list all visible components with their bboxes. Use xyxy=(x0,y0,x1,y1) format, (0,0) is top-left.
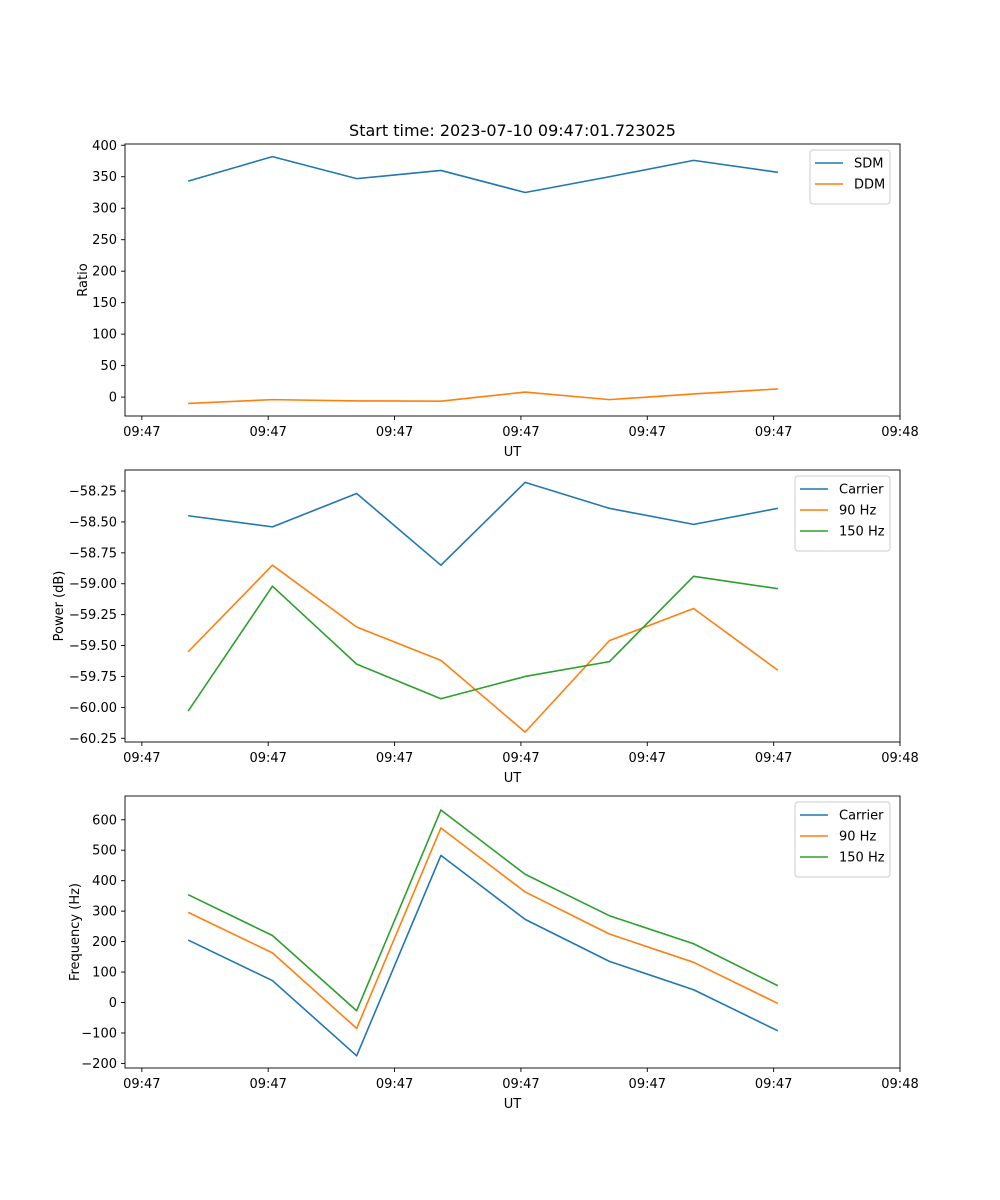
legend: Carrier 90 Hz 150 Hz xyxy=(794,801,891,878)
y-tick-label: −58.50 xyxy=(69,515,117,530)
y-tick-label: 500 xyxy=(92,844,117,859)
x-tick-label: 09:47 xyxy=(629,751,666,766)
x-tick-label: 09:48 xyxy=(881,1077,918,1092)
y-tick-label: −100 xyxy=(81,1026,117,1041)
x-tick-label: 09:47 xyxy=(502,425,539,440)
x-axis-label: UT xyxy=(504,445,522,460)
x-tick-label: 09:47 xyxy=(629,1077,666,1092)
y-tick-label: 250 xyxy=(92,233,117,248)
x-tick-label: 09:47 xyxy=(123,1077,160,1092)
y-tick-label: −60.00 xyxy=(69,701,117,716)
chart-panel-1: 09:47 09:47 09:47 09:47 09:47 09:47 09:48 0 50 10… xyxy=(76,121,919,460)
y-tick-label: −200 xyxy=(81,1057,117,1072)
y-tick-label: 0 xyxy=(109,391,117,406)
x-tick-label: 09:47 xyxy=(123,425,160,440)
legend-label: DDM xyxy=(854,178,885,193)
y-axis-label: Frequency (Hz) xyxy=(68,883,83,981)
y-tick-label: −59.75 xyxy=(69,670,117,685)
series-line-150-hz xyxy=(187,575,778,712)
legend-label: 90 Hz xyxy=(839,504,876,519)
x-tick-label: 09:47 xyxy=(249,751,286,766)
chart-panel-2: 09:47 09:47 09:47 09:47 09:47 09:47 09:48 −60.2… xyxy=(52,469,919,786)
legend: SDM DDM xyxy=(809,149,891,205)
x-tick-label: 09:47 xyxy=(376,425,413,440)
legend-label: 150 Hz xyxy=(839,525,885,540)
legend-box xyxy=(794,475,891,552)
x-tick-label: 09:47 xyxy=(376,1077,413,1092)
x-tick-label: 09:47 xyxy=(755,1077,792,1092)
y-tick-label: 300 xyxy=(92,905,117,920)
y-tick-label: −59.50 xyxy=(69,639,117,654)
x-tick-label: 09:48 xyxy=(881,751,918,766)
y-tick-label: 0 xyxy=(109,996,117,1011)
y-tick-label: 400 xyxy=(92,874,117,889)
series-line-sdm xyxy=(187,155,778,194)
axes-frame xyxy=(124,795,901,1069)
x-tick-label: 09:47 xyxy=(755,425,792,440)
series-line-carrier xyxy=(187,854,779,1057)
y-tick-label: −59.25 xyxy=(69,608,117,623)
y-tick-label: −59.00 xyxy=(69,577,117,592)
axes-frame xyxy=(124,469,901,743)
legend-label: 150 Hz xyxy=(839,851,885,866)
chart-panel-3: 09:47 09:47 09:47 09:47 09:47 09:47 09:48 −200 −… xyxy=(68,795,919,1112)
y-tick-label: 300 xyxy=(92,202,117,217)
x-tick-label: 09:47 xyxy=(123,751,160,766)
y-tick-label: −58.75 xyxy=(69,546,117,561)
y-tick-label: 400 xyxy=(92,139,117,154)
legend-label: SDM xyxy=(854,157,883,172)
x-tick-label: 09:47 xyxy=(249,1077,286,1092)
y-tick-label: 200 xyxy=(92,935,117,950)
axes-frame xyxy=(124,143,901,417)
series-line-150-hz xyxy=(187,809,779,1012)
y-axis-label: Power (dB) xyxy=(52,571,67,642)
y-tick-label: 100 xyxy=(92,328,117,343)
x-tick-label: 09:47 xyxy=(376,751,413,766)
series-line-90-hz xyxy=(187,827,779,1030)
x-tick-label: 09:47 xyxy=(502,751,539,766)
legend-label: 90 Hz xyxy=(839,830,876,845)
legend: Carrier 90 Hz 150 Hz xyxy=(794,475,891,552)
y-tick-label: 600 xyxy=(92,813,117,828)
x-tick-label: 09:48 xyxy=(881,425,918,440)
legend-label: Carrier xyxy=(839,809,884,824)
y-tick-label: 50 xyxy=(100,359,117,374)
chart-title: Start time: 2023-07-10 09:47:01.723025 xyxy=(349,121,676,140)
y-tick-label: −60.25 xyxy=(69,732,117,747)
legend-box xyxy=(794,801,891,878)
y-tick-label: 200 xyxy=(92,265,117,280)
y-tick-label: 150 xyxy=(92,296,117,311)
x-axis-label: UT xyxy=(504,1097,522,1112)
y-tick-label: 350 xyxy=(92,170,117,185)
x-tick-label: 09:47 xyxy=(249,425,286,440)
legend-label: Carrier xyxy=(839,483,884,498)
x-axis-label: UT xyxy=(504,771,522,786)
x-tick-label: 09:47 xyxy=(502,1077,539,1092)
series-line-ddm xyxy=(188,388,778,405)
x-tick-label: 09:47 xyxy=(629,425,666,440)
y-tick-label: 100 xyxy=(92,966,117,981)
y-tick-label: −58.25 xyxy=(69,485,117,500)
x-tick-label: 09:47 xyxy=(755,751,792,766)
y-axis-label: Ratio xyxy=(76,263,91,296)
series-line-carrier xyxy=(188,481,778,567)
series-line-90-hz xyxy=(187,564,779,733)
